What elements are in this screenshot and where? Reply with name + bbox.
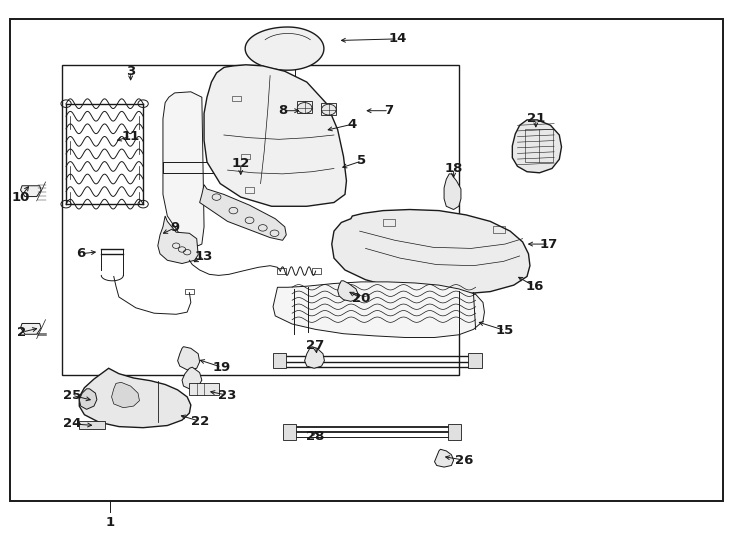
- Text: 28: 28: [306, 430, 325, 443]
- Polygon shape: [21, 186, 41, 197]
- Text: 25: 25: [63, 389, 81, 402]
- Polygon shape: [79, 368, 191, 428]
- Polygon shape: [79, 389, 97, 409]
- Circle shape: [297, 103, 312, 113]
- Bar: [273, 353, 286, 368]
- Text: 26: 26: [454, 454, 473, 467]
- Text: 11: 11: [122, 130, 139, 143]
- Text: 12: 12: [232, 157, 250, 170]
- Bar: [10, 19, 723, 501]
- Polygon shape: [297, 101, 312, 113]
- Text: 17: 17: [540, 238, 558, 251]
- Polygon shape: [163, 92, 204, 246]
- Bar: [312, 268, 321, 274]
- Bar: [525, 129, 553, 162]
- Text: 5: 5: [357, 154, 366, 167]
- Polygon shape: [305, 347, 324, 368]
- Text: 27: 27: [307, 339, 324, 352]
- Text: 23: 23: [218, 389, 237, 402]
- Text: 22: 22: [191, 415, 208, 428]
- Polygon shape: [158, 216, 198, 264]
- Polygon shape: [332, 210, 530, 294]
- Text: 4: 4: [348, 118, 357, 131]
- Bar: [277, 268, 286, 274]
- Text: 10: 10: [11, 191, 30, 204]
- Polygon shape: [512, 120, 562, 173]
- Polygon shape: [444, 174, 461, 210]
- Polygon shape: [21, 323, 41, 334]
- Text: 2: 2: [18, 326, 26, 339]
- Text: 3: 3: [126, 65, 135, 78]
- Text: 15: 15: [496, 324, 514, 337]
- Text: 6: 6: [76, 247, 85, 260]
- Polygon shape: [321, 103, 336, 115]
- Bar: [493, 226, 505, 233]
- Text: 21: 21: [527, 112, 545, 125]
- Text: 20: 20: [352, 292, 371, 305]
- Polygon shape: [435, 449, 454, 467]
- Polygon shape: [182, 367, 202, 389]
- Text: 8: 8: [278, 104, 287, 117]
- Polygon shape: [204, 65, 346, 206]
- Polygon shape: [112, 382, 139, 408]
- Text: 19: 19: [213, 361, 230, 374]
- Polygon shape: [245, 27, 324, 70]
- Bar: [189, 383, 219, 395]
- Text: 9: 9: [170, 221, 179, 234]
- Polygon shape: [200, 185, 286, 240]
- Bar: [79, 421, 105, 429]
- Text: 7: 7: [385, 104, 393, 117]
- Text: 14: 14: [388, 32, 407, 45]
- Bar: [383, 219, 395, 226]
- Text: 18: 18: [444, 162, 463, 175]
- Circle shape: [321, 104, 336, 115]
- Polygon shape: [178, 347, 200, 370]
- Polygon shape: [338, 281, 358, 301]
- Bar: [241, 154, 250, 159]
- Text: 13: 13: [195, 250, 214, 263]
- Text: 16: 16: [525, 280, 544, 293]
- Text: 24: 24: [62, 417, 81, 430]
- Bar: [468, 353, 482, 368]
- Bar: [283, 424, 296, 440]
- Text: 1: 1: [106, 516, 115, 529]
- Bar: [245, 187, 254, 193]
- Bar: [448, 424, 461, 440]
- Polygon shape: [273, 282, 484, 338]
- Bar: [62, 65, 459, 375]
- Bar: [185, 289, 194, 294]
- Bar: [232, 96, 241, 101]
